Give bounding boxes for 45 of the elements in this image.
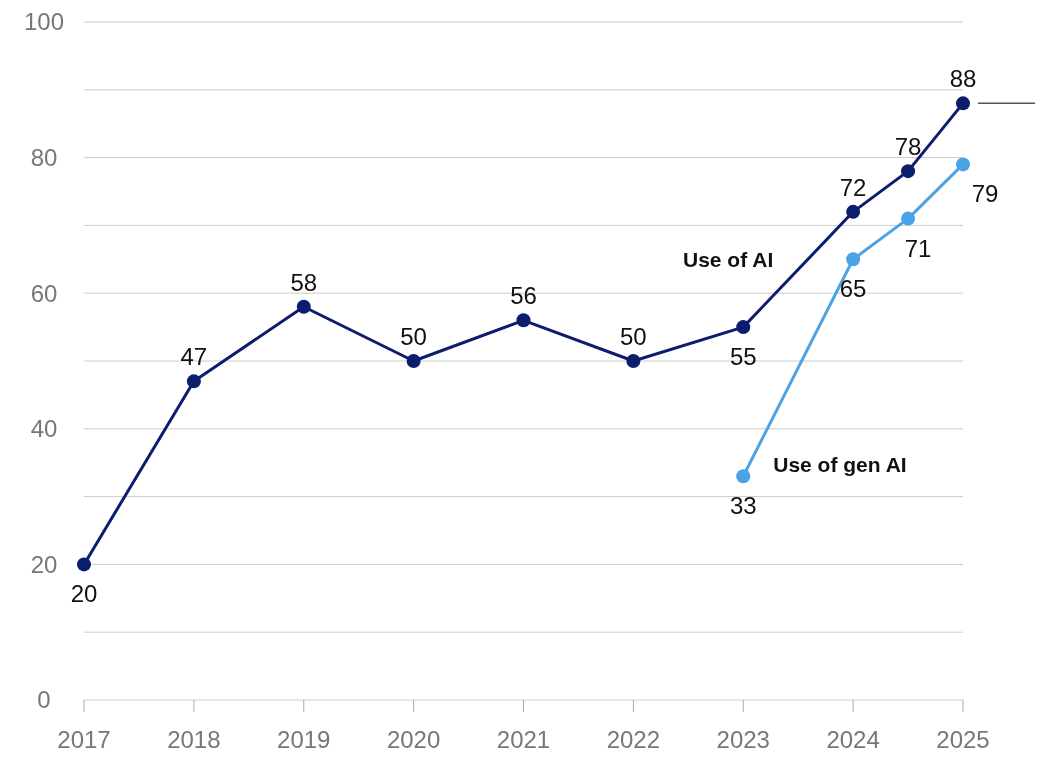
data-label: 50 bbox=[620, 323, 647, 350]
data-label: 72 bbox=[839, 173, 867, 201]
point bbox=[77, 557, 91, 572]
x-tick-label: 2023 bbox=[716, 726, 770, 753]
point bbox=[736, 320, 751, 335]
x-tick-label: 2021 bbox=[496, 726, 551, 753]
x-tick-label: 2017 bbox=[57, 726, 111, 753]
point bbox=[901, 211, 916, 226]
data-label: 65 bbox=[839, 275, 867, 303]
data-label: 78 bbox=[894, 133, 922, 161]
data-label: 33 bbox=[729, 492, 757, 520]
x-tick-label: 2019 bbox=[277, 726, 331, 753]
data-label: 58 bbox=[290, 268, 318, 296]
y-tick-label: 80 bbox=[30, 144, 58, 171]
x-tick-label: 2018 bbox=[167, 726, 221, 753]
data-label: 79 bbox=[971, 180, 999, 208]
point bbox=[736, 469, 751, 484]
data-label: 88 bbox=[949, 65, 977, 93]
point bbox=[626, 354, 641, 368]
data-label: 47 bbox=[180, 343, 208, 371]
point bbox=[956, 96, 970, 111]
point bbox=[846, 252, 861, 267]
data-label: 55 bbox=[729, 343, 757, 371]
series-label: Use of gen AI bbox=[773, 453, 907, 477]
y-tick-label: 20 bbox=[30, 550, 58, 578]
point bbox=[516, 313, 531, 328]
point bbox=[956, 157, 970, 172]
data-label: 71 bbox=[904, 234, 932, 262]
point bbox=[296, 299, 311, 314]
x-tick-label: 2020 bbox=[386, 726, 441, 753]
data-label: 56 bbox=[510, 282, 537, 310]
series-label: Use of AI bbox=[683, 248, 774, 272]
x-tick-label: 2022 bbox=[606, 726, 661, 753]
data-label: 50 bbox=[400, 323, 427, 350]
data-label: 20 bbox=[70, 580, 98, 608]
point bbox=[186, 374, 201, 389]
y-tick-label: 100 bbox=[23, 8, 65, 36]
x-tick-label: 2024 bbox=[826, 726, 880, 753]
point bbox=[846, 204, 861, 219]
point bbox=[901, 164, 916, 179]
x-tick-label: 2025 bbox=[936, 726, 990, 753]
y-tick-label: 40 bbox=[30, 415, 58, 443]
y-tick-label: 60 bbox=[30, 279, 58, 307]
point bbox=[406, 354, 421, 368]
y-tick-label: 0 bbox=[37, 686, 51, 714]
